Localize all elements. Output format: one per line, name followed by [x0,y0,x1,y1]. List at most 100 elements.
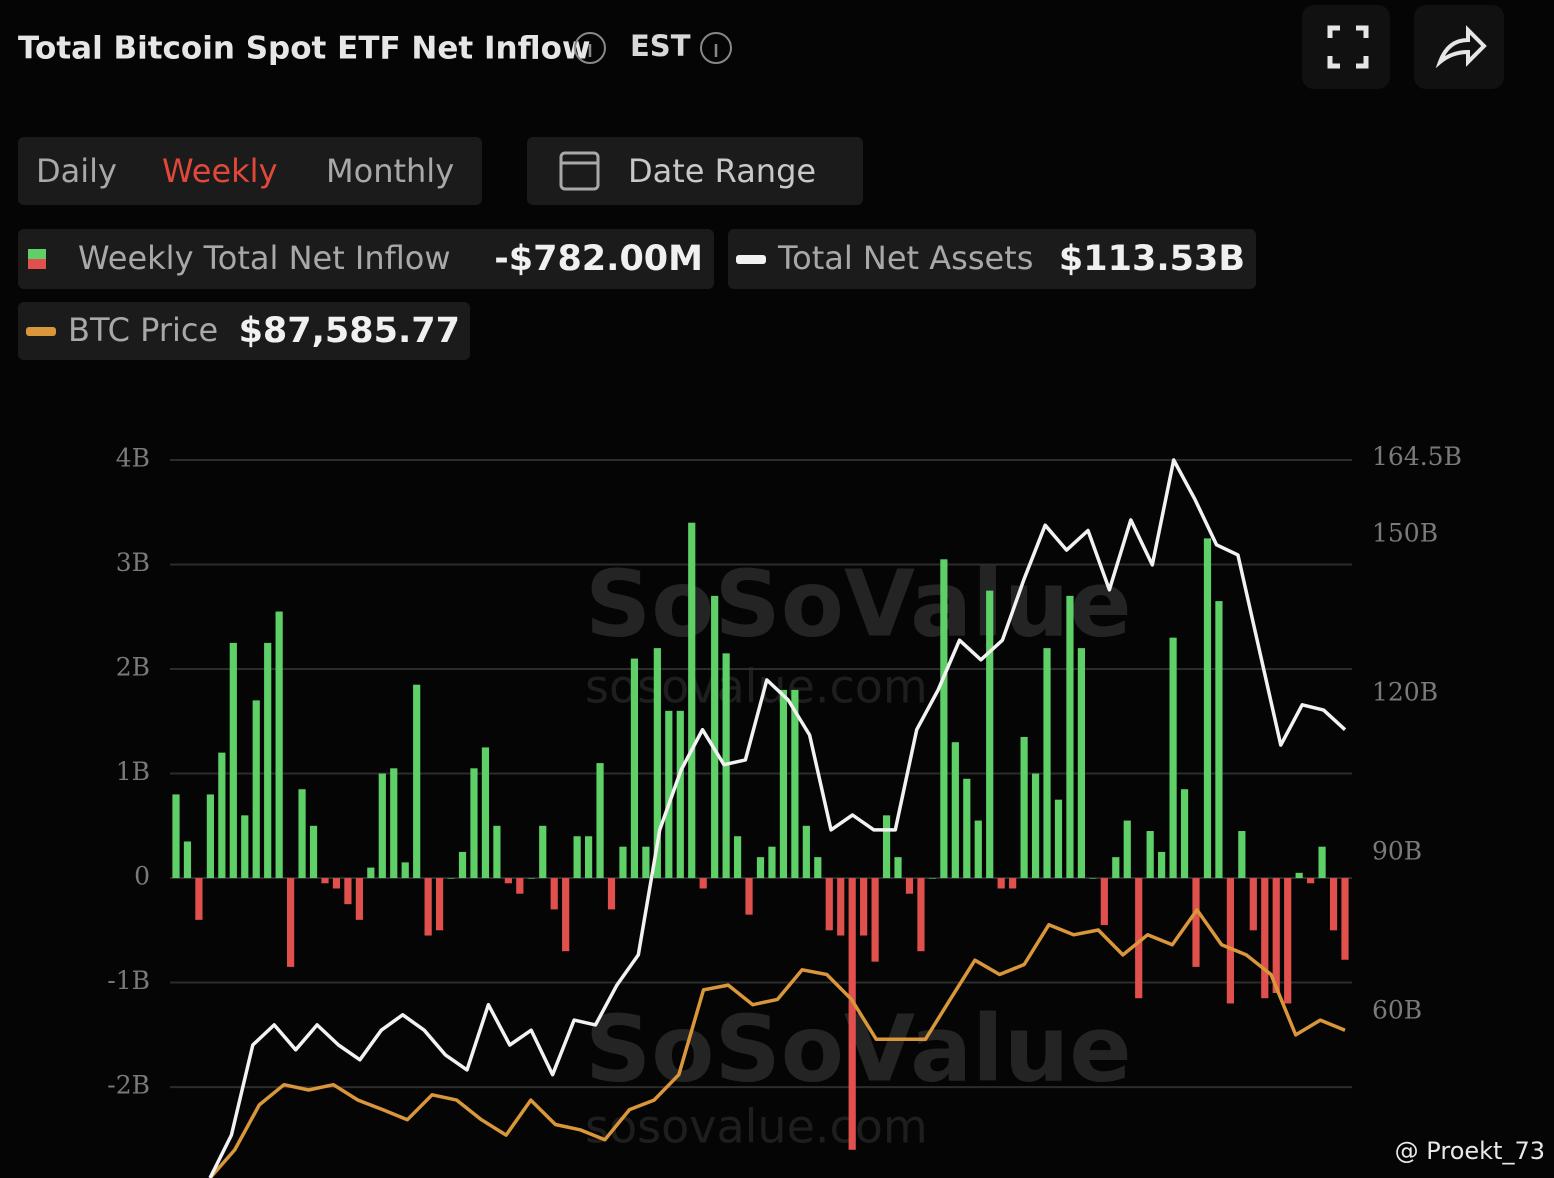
bar [1226,878,1234,1004]
bar [378,773,386,879]
bar [1089,878,1097,879]
bar [493,825,501,879]
bar [1284,878,1292,1004]
bar [711,595,719,879]
y-tick-label: 3B [116,548,150,577]
bar [413,684,421,879]
bar [435,878,444,931]
watermark: SoSoValue [585,550,1132,657]
share-button[interactable] [1414,5,1504,89]
bar [1272,878,1280,994]
bar [1077,648,1086,879]
watermark-group: SoSoValue sosovalue.com SoSoValue sosova… [585,550,1132,1153]
y-tick-label: 2B [116,653,150,682]
bar [1192,878,1200,967]
legend-label: Total Net Assets [777,239,1033,277]
bar [1054,799,1063,879]
y2-tick-label: 150B [1372,519,1438,548]
bar [573,836,581,879]
bar [183,841,192,879]
bar [218,752,226,879]
bar [676,710,684,879]
bar [1043,648,1051,879]
bar [275,611,283,879]
bar [1158,851,1166,879]
bar [401,862,409,879]
legend-value: $87,585.77 [239,311,460,351]
y-tick-label: -2B [107,1071,150,1100]
bar [802,825,810,879]
bar [733,836,742,879]
y2-tick-label: 120B [1372,678,1438,707]
bar [825,878,833,931]
bar [894,857,902,879]
bar [1146,831,1154,879]
bar [963,778,971,879]
bar [287,878,295,967]
bar [241,815,249,879]
bar [252,700,260,879]
bar [1020,736,1028,879]
bar [940,559,948,879]
bar [504,878,512,884]
bar [860,878,868,936]
date-range-label: Date Range [628,152,816,190]
timezone: EST [630,29,691,63]
bar [986,590,994,879]
bar [172,794,180,879]
bar [607,878,616,910]
share-icon [1435,25,1487,69]
bar [264,642,272,879]
bar [1215,601,1223,879]
fullscreen-button[interactable] [1302,5,1390,89]
bar [756,857,765,879]
chart-title: Total Bitcoin Spot ETF Net Inflow [18,31,591,67]
bar [1066,595,1074,879]
y2-tick-label: 60B [1372,996,1422,1025]
calendar-icon [559,151,600,191]
legend-swatch [28,249,46,259]
bar [355,878,363,920]
bar [1318,846,1326,879]
date-range-button[interactable] [527,137,863,205]
y-tick-label: 4B [116,444,150,473]
legend-value: -$782.00M [494,239,703,279]
bar [699,878,707,889]
credit: @ Proekt_73 [1395,1137,1545,1165]
bar [642,846,650,879]
legend-chip [18,302,470,360]
tab-daily[interactable]: Daily [36,152,117,190]
bar [768,846,776,879]
bar [458,851,467,879]
y2-tick-label: 164.5B [1372,442,1462,471]
bar [997,878,1005,889]
bar [837,878,845,936]
info-icon[interactable] [700,32,732,64]
bar [1307,878,1315,884]
line [208,458,1347,1178]
bar [1112,857,1120,879]
bar [195,878,203,920]
bar [481,747,490,879]
bar [539,825,547,879]
bar [653,648,661,879]
tab-weekly[interactable]: Weekly [162,152,278,190]
bar [688,522,696,879]
bar [882,815,891,879]
tab-monthly[interactable]: Monthly [326,152,454,190]
bar [424,878,432,936]
bar [630,658,639,879]
bar [1031,773,1040,879]
bar [321,878,329,884]
bar [584,836,593,879]
bar [1295,872,1303,879]
bar [344,878,352,905]
bar [871,878,879,962]
legend-chip [728,229,1256,289]
bar [206,794,214,879]
bar [1123,820,1131,879]
bar [1169,637,1177,879]
info-icon[interactable] [574,32,606,64]
bar [791,689,799,879]
